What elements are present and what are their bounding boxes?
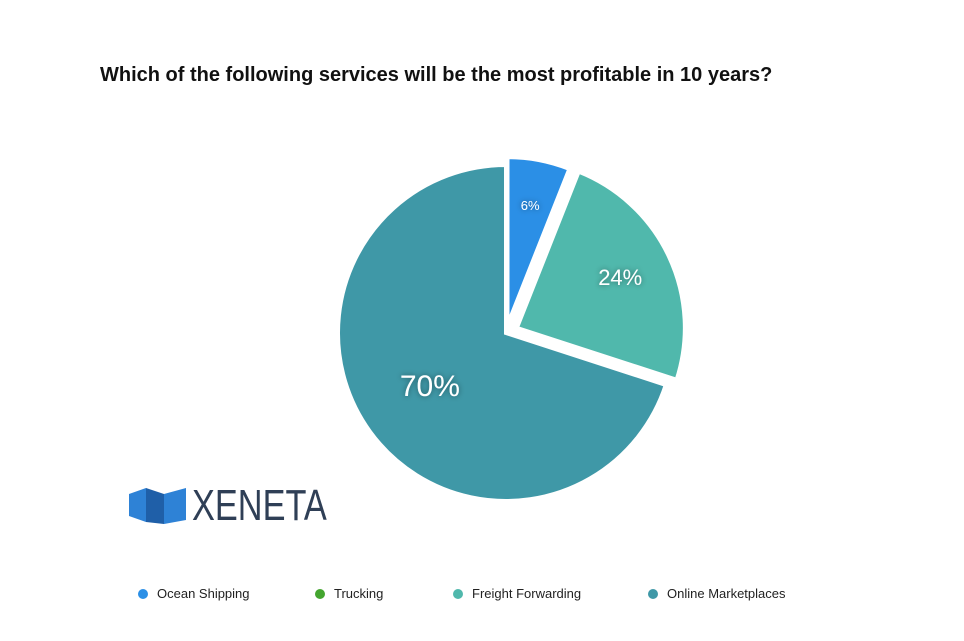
legend-label: Freight Forwarding bbox=[472, 586, 582, 601]
xeneta-logo: XENETA bbox=[128, 484, 365, 528]
legend-swatch bbox=[453, 588, 463, 599]
legend-swatch bbox=[138, 588, 148, 599]
legend-item-ocean-shipping[interactable]: Ocean Shipping bbox=[138, 586, 250, 601]
legend: Ocean Shipping Trucking Freight Forwardi… bbox=[0, 586, 964, 606]
data-label-freight-forwarding: 24% bbox=[598, 265, 642, 290]
legend-item-online-marketplaces[interactable]: Online Marketplaces bbox=[648, 586, 786, 601]
legend-label: Online Marketplaces bbox=[667, 586, 786, 601]
legend-label: Ocean Shipping bbox=[157, 586, 250, 601]
chart-title: Which of the following services will be … bbox=[100, 64, 773, 86]
xeneta-logo-text: XENETA bbox=[192, 481, 327, 530]
xeneta-logo-mark-icon bbox=[129, 488, 186, 524]
pie-slice-online-marketplaces[interactable] bbox=[336, 162, 669, 503]
legend-item-freight-forwarding[interactable]: Freight Forwarding bbox=[453, 586, 581, 601]
data-label-ocean-shipping: 6% bbox=[521, 198, 540, 213]
data-label-online-marketplaces: 70% bbox=[400, 370, 460, 403]
pie-slice-freight-forwarding[interactable] bbox=[514, 169, 687, 383]
legend-label: Trucking bbox=[334, 586, 384, 601]
pie-slice-ocean-shipping[interactable] bbox=[505, 155, 572, 326]
legend-swatch bbox=[648, 588, 658, 599]
legend-swatch bbox=[315, 588, 325, 599]
legend-item-trucking[interactable]: Trucking bbox=[315, 586, 383, 601]
